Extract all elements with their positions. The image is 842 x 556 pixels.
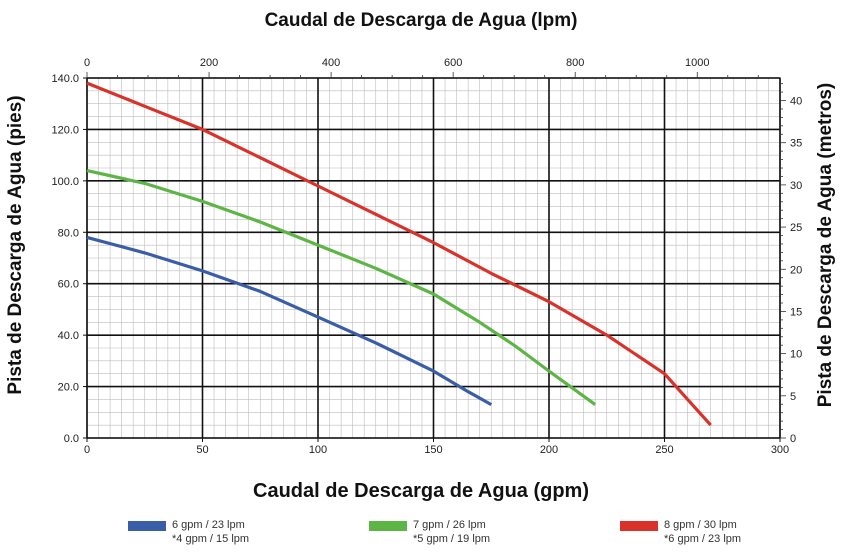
top-tick-label: 800 (566, 57, 584, 69)
legend-label-series-3: 8 gpm / 30 lpm (664, 519, 737, 531)
y-tick-label: 0.0 (64, 433, 79, 445)
series-line-3 (86, 81, 712, 427)
series-line-1 (86, 235, 493, 406)
right-tick-label: 0 (790, 433, 796, 445)
right-tick-label: 15 (790, 306, 802, 318)
legend-label-series-1: 6 gpm / 23 lpm (172, 519, 245, 531)
legend-swatch-series-1 (128, 521, 166, 531)
top-tick-label: 1000 (685, 57, 709, 69)
legend-sublabel-series-1: *4 gpm / 15 lpm (172, 533, 250, 545)
y-tick-label: 20.0 (58, 382, 79, 394)
x-tick-label: 150 (424, 444, 442, 456)
right-tick-label: 30 (790, 180, 802, 192)
y-tick-label: 140.0 (51, 73, 79, 85)
top-tick-label: 400 (322, 57, 340, 69)
top-tick-label: 0 (84, 57, 90, 69)
y-tick-label: 120.0 (51, 124, 79, 136)
x-tick-label: 250 (655, 444, 673, 456)
x-tick-label: 100 (309, 444, 327, 456)
top-axis-title: Caudal de Descarga de Agua (lpm) (264, 10, 578, 31)
legend-sublabel-series-2: *5 gpm / 19 lpm (413, 533, 491, 545)
right-tick-label: 25 (790, 222, 802, 234)
right-tick-label: 10 (790, 349, 802, 361)
top-tick-label: 600 (444, 57, 462, 69)
y-tick-label: 60.0 (58, 279, 79, 291)
right-tick-label: 40 (790, 96, 802, 108)
legend-swatch-series-2 (369, 521, 407, 531)
y-tick-label: 80.0 (58, 227, 79, 239)
series-line-2 (86, 169, 597, 406)
legend-item-series-2: 7 gpm / 26 lpm *5 gpm / 19 lpm (369, 518, 569, 548)
legend-sublabel-series-3: *6 gpm / 23 lpm (664, 533, 742, 545)
legend-label-series-2: 7 gpm / 26 lpm (413, 519, 486, 531)
right-tick-label: 20 (790, 264, 802, 276)
legend-item-series-1: 6 gpm / 23 lpm *4 gpm / 15 lpm (128, 518, 328, 548)
x-tick-label: 0 (84, 444, 90, 456)
legend-swatch-series-3 (620, 521, 658, 531)
x-tick-label: 50 (196, 444, 208, 456)
x-tick-label: 200 (540, 444, 558, 456)
right-tick-label: 35 (790, 138, 802, 150)
y-tick-label: 40.0 (58, 330, 79, 342)
legend-item-series-3: 8 gpm / 30 lpm *6 gpm / 23 lpm (620, 518, 820, 548)
y-tick-label: 100.0 (51, 176, 79, 188)
top-tick-label: 200 (200, 57, 218, 69)
bottom-axis-title: Caudal de Descarga de Agua (gpm) (253, 480, 589, 502)
x-tick-label: 300 (771, 444, 789, 456)
right-tick-label: 5 (790, 391, 796, 403)
